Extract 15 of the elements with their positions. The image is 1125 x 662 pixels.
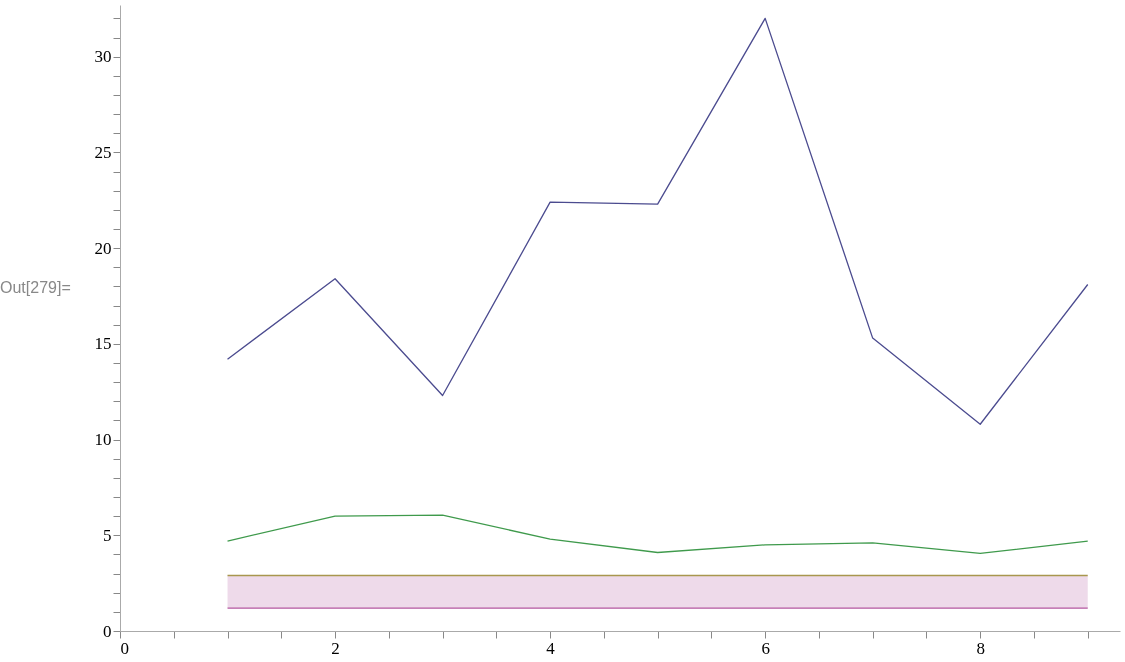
x-tick-label: 8 (976, 638, 985, 658)
y-tick-label: 10 (94, 430, 112, 450)
line-series (226, 17, 1089, 425)
x-tick-label: 6 (761, 638, 770, 658)
line-series (226, 514, 1089, 555)
x-tick-label: 2 (331, 638, 340, 658)
y-tick-label: 5 (103, 525, 112, 545)
x-tick-label: 4 (546, 638, 556, 658)
text: Out[279]= (0, 279, 71, 296)
y-tick-label: 30 (94, 47, 112, 67)
y-tick-label: 0 (103, 621, 112, 641)
x-tick-label: 0 (120, 638, 129, 658)
y-tick-label: 15 (94, 334, 112, 354)
y-tick-label: 25 (94, 142, 112, 162)
y-tick-label: 20 (94, 238, 112, 258)
